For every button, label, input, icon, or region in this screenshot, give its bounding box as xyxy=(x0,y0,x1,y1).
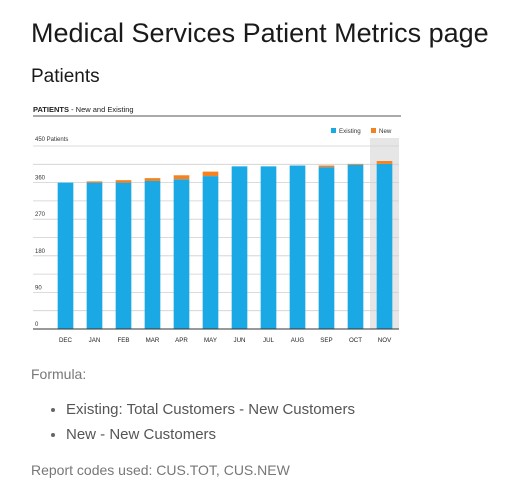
y-tick-label: 360 xyxy=(35,176,46,182)
bar-existing xyxy=(260,166,277,329)
legend-swatch-new xyxy=(371,128,376,133)
legend-swatch-existing xyxy=(331,128,336,133)
y-tick-label: 0 xyxy=(35,322,39,328)
x-tick-label: DEC xyxy=(59,337,73,344)
section-title: Patients xyxy=(31,66,100,87)
bar-existing xyxy=(289,165,306,329)
chart-ylabel: 450 Patients xyxy=(35,137,68,143)
x-tick-label: JUN xyxy=(233,337,245,344)
chart-plot: 0 90 180 270 360 DEC JAN FEB MAR APR MAY JUN JUL AUG S… xyxy=(33,138,399,344)
bar-existing xyxy=(318,167,335,329)
formula-item: Existing: Total Customers - New Customer… xyxy=(66,400,355,419)
y-tick-label: 270 xyxy=(35,212,46,218)
bar-existing xyxy=(376,163,393,329)
bar-existing xyxy=(173,179,190,329)
page-title: Medical Services Patient Metrics page xyxy=(31,18,489,48)
report-codes: Report codes used: CUS.TOT, CUS.NEW xyxy=(31,462,290,478)
x-tick-label: MAR xyxy=(146,337,160,344)
chart-title-rest: - New and Existing xyxy=(69,105,134,114)
x-tick-label: AUG xyxy=(291,337,305,344)
bar-new xyxy=(318,165,335,168)
legend-label-existing: Existing xyxy=(339,128,361,135)
patients-chart-svg: PATIENTS - New and Existing 450 Patients… xyxy=(31,103,404,347)
formula-item: New - New Customers xyxy=(66,425,355,444)
x-tick-label: JUL xyxy=(263,337,275,344)
bar-existing xyxy=(86,182,103,329)
bar-new xyxy=(376,161,393,164)
bar-new xyxy=(144,178,161,181)
bar-new xyxy=(173,175,190,180)
x-tick-label: SEP xyxy=(320,337,332,344)
bar-new xyxy=(115,180,132,183)
formula-list: Existing: Total Customers - New Customer… xyxy=(31,400,355,450)
y-tick-label: 90 xyxy=(35,285,42,291)
x-tick-label: FEB xyxy=(117,337,129,344)
x-tick-label: JAN xyxy=(89,337,101,344)
x-tick-label: NOV xyxy=(378,337,392,344)
bar-existing xyxy=(347,164,364,329)
x-tick-label: MAY xyxy=(204,337,217,344)
bar-existing xyxy=(231,166,248,329)
bar-existing xyxy=(144,180,161,329)
bar-existing xyxy=(115,182,132,329)
bar-new xyxy=(202,171,219,177)
x-tick-label: APR xyxy=(175,337,188,344)
patients-chart: PATIENTS - New and Existing 450 Patients… xyxy=(31,103,404,347)
bar-new xyxy=(86,181,103,183)
bar-existing xyxy=(57,182,74,329)
legend-label-new: New xyxy=(379,128,392,135)
chart-legend: Existing New xyxy=(331,128,392,135)
bar-existing xyxy=(202,176,219,329)
x-tick-label: OCT xyxy=(349,337,362,344)
chart-title: PATIENTS - New and Existing xyxy=(33,105,134,114)
formula-label: Formula: xyxy=(31,366,87,382)
y-tick-label: 180 xyxy=(35,249,46,255)
bar-new xyxy=(347,163,364,165)
chart-title-bold: PATIENTS xyxy=(33,105,69,114)
